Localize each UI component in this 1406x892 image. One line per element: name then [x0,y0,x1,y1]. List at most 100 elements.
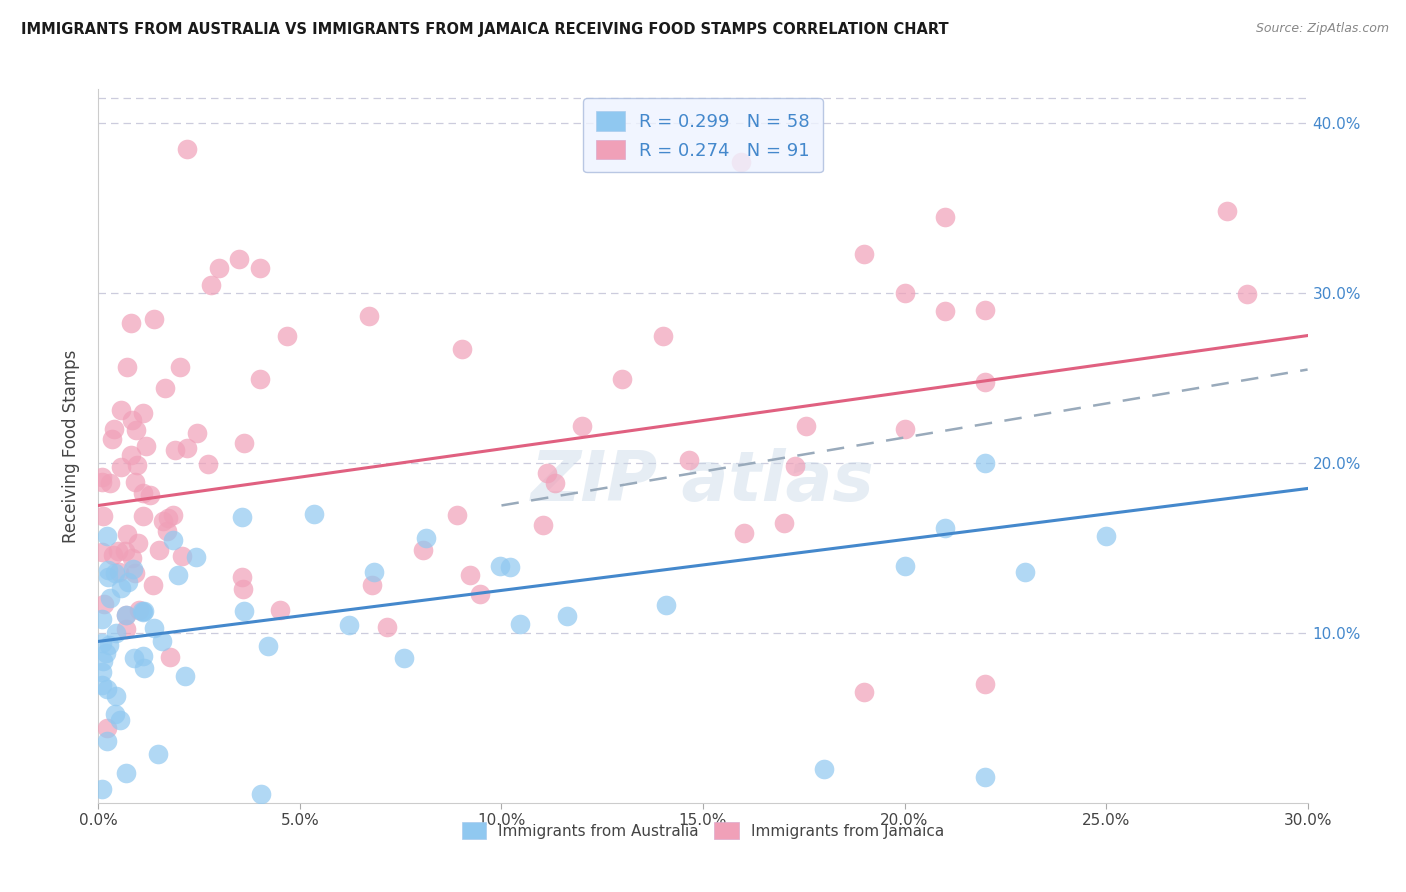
Point [176,142,198,156]
Point [124,475,146,489]
Point [150,634,173,648]
Point [91,665,114,680]
Point [730,155,752,169]
Point [114,544,136,558]
Point [132,604,155,618]
Point [104,566,127,580]
Point [143,621,166,635]
Point [121,551,143,566]
Point [249,372,271,386]
Point [231,509,253,524]
Point [134,661,156,675]
Point [142,578,165,592]
Point [555,609,578,624]
Point [146,747,169,761]
Point [197,458,219,472]
Point [375,620,398,634]
Point [612,372,634,386]
Point [132,508,155,523]
Point [1236,286,1258,301]
Point [162,508,184,522]
Point [172,549,194,564]
Point [200,277,222,292]
Point [394,650,416,665]
Point [893,559,915,574]
Point [96,721,118,735]
Point [1216,204,1239,219]
Text: ZIP atlas: ZIP atlas [531,448,875,516]
Point [678,453,700,467]
Point [155,381,177,395]
Point [651,328,673,343]
Point [101,548,124,562]
Point [162,533,184,547]
Text: IMMIGRANTS FROM AUSTRALIA VS IMMIGRANTS FROM JAMAICA RECEIVING FOOD STAMPS CORRE: IMMIGRANTS FROM AUSTRALIA VS IMMIGRANTS … [21,22,949,37]
Point [974,677,997,691]
Point [91,475,114,490]
Point [974,770,997,784]
Point [91,545,114,559]
Point [124,566,146,580]
Point [91,612,114,626]
Point [357,309,380,323]
Point [302,507,325,521]
Point [96,529,118,543]
Point [132,606,155,620]
Point [152,514,174,528]
Point [142,311,165,326]
Point [458,567,481,582]
Point [103,422,125,436]
Point [104,690,127,704]
Point [337,617,360,632]
Point [128,603,150,617]
Point [208,260,231,275]
Point [96,682,118,697]
Point [114,608,136,623]
Point [228,252,250,266]
Point [498,560,520,574]
Point [853,247,876,261]
Point [934,304,956,318]
Point [184,550,207,565]
Point [531,518,554,533]
Point [91,678,114,692]
Point [117,575,139,590]
Point [509,617,531,632]
Point [120,449,142,463]
Point [934,521,956,535]
Point [794,418,817,433]
Point [1095,529,1118,543]
Point [655,598,678,612]
Point [232,435,254,450]
Point [91,470,114,484]
Point [813,762,835,776]
Point [446,508,468,522]
Point [415,531,437,545]
Point [110,459,132,474]
Point [974,457,997,471]
Point [893,422,915,436]
Point [98,591,121,606]
Point [93,597,115,611]
Point [468,586,491,600]
Point [124,651,146,665]
Point [176,441,198,455]
Point [186,425,208,440]
Point [107,544,129,558]
Point [1014,565,1036,579]
Point [98,638,121,652]
Point [269,603,291,617]
Point [110,713,132,727]
Point [120,316,142,330]
Point [104,707,127,722]
Point [108,565,131,579]
Point [173,669,195,683]
Point [91,508,114,523]
Point [122,562,145,576]
Point [412,543,434,558]
Point [96,734,118,748]
Point [250,787,273,801]
Point [97,570,120,584]
Point [165,442,187,457]
Point [232,582,254,596]
